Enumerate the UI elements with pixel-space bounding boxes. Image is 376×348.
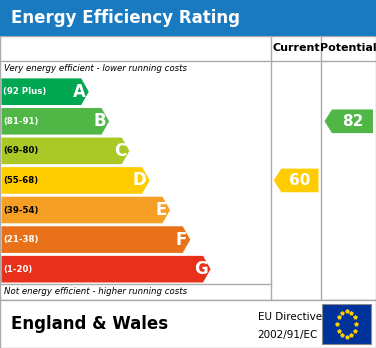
Bar [0,300,376,348]
Text: 2002/91/EC: 2002/91/EC [258,330,318,340]
Polygon shape [324,109,373,133]
Text: E: E [156,201,167,219]
Text: (81-91): (81-91) [3,117,38,126]
Text: Very energy efficient - lower running costs: Very energy efficient - lower running co… [4,64,187,73]
Text: C: C [114,142,126,160]
Polygon shape [2,137,129,164]
Text: Not energy efficient - higher running costs: Not energy efficient - higher running co… [4,287,187,296]
Text: A: A [73,83,86,101]
Text: (39-54): (39-54) [3,206,38,214]
Polygon shape [2,226,190,253]
Polygon shape [274,169,318,192]
Polygon shape [2,197,170,223]
Bar [0,0,376,36]
Text: B: B [93,112,106,130]
Text: G: G [194,260,208,278]
Text: (1-20): (1-20) [3,265,32,274]
Polygon shape [2,108,109,135]
Text: (55-68): (55-68) [3,176,38,185]
Text: EU Directive: EU Directive [258,312,322,322]
Text: Current: Current [272,44,320,53]
Text: England & Wales: England & Wales [11,315,168,333]
Polygon shape [2,256,211,283]
Text: F: F [176,231,187,248]
Text: (21-38): (21-38) [3,235,38,244]
Text: 60: 60 [289,173,311,188]
Bar [322,304,371,344]
Polygon shape [2,167,150,194]
Text: D: D [133,172,147,189]
Text: (69-80): (69-80) [3,147,38,155]
Polygon shape [2,78,89,105]
Bar [0,36,376,300]
Text: Energy Efficiency Rating: Energy Efficiency Rating [11,9,240,27]
Text: 82: 82 [342,114,363,129]
Text: (92 Plus): (92 Plus) [3,87,46,96]
Text: Potential: Potential [320,44,376,53]
